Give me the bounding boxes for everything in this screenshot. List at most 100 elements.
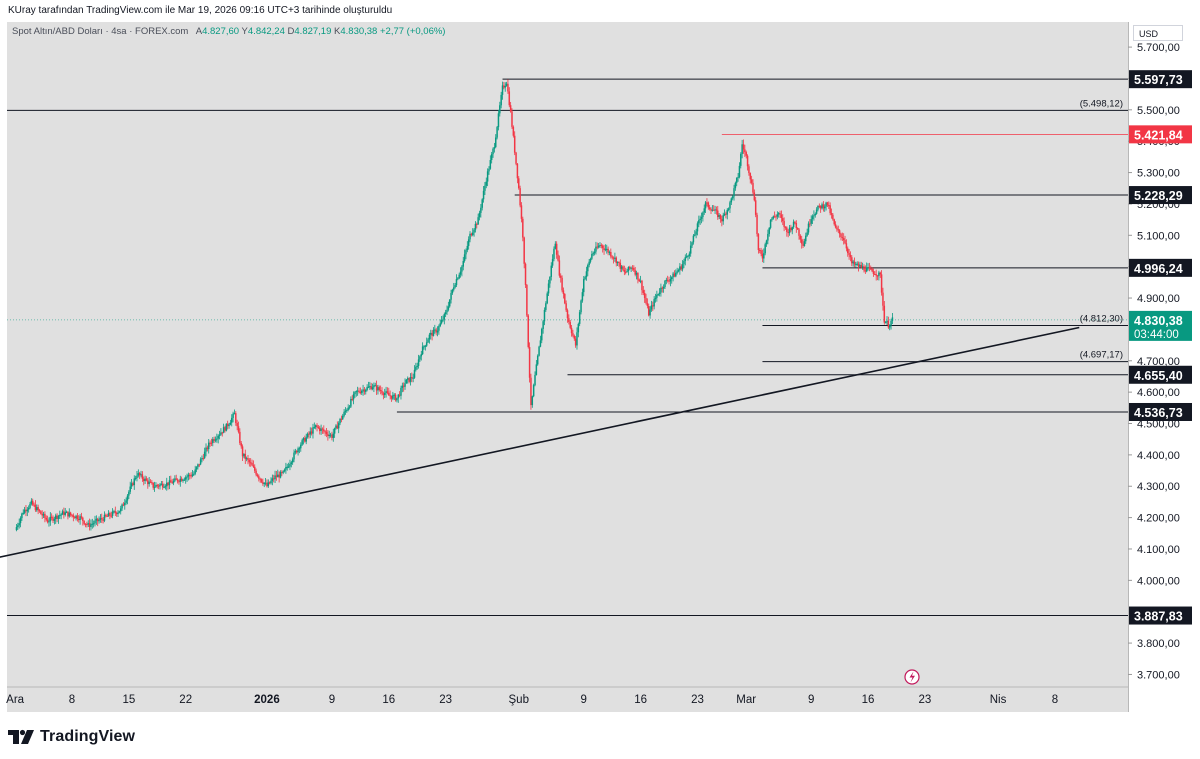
candle-body <box>834 224 837 228</box>
price-axis-level-tag <box>1129 258 1192 277</box>
candle-body <box>195 467 198 470</box>
candle-body <box>67 511 69 517</box>
candle-body <box>735 177 738 183</box>
candle-body <box>884 322 887 324</box>
candle-body <box>439 323 441 327</box>
candle-body <box>351 398 353 400</box>
candle-body <box>733 188 735 197</box>
candle-body <box>788 227 791 234</box>
candle-body <box>82 517 84 522</box>
candle-body <box>383 393 386 395</box>
candle-body <box>779 213 781 215</box>
candle-body <box>777 213 780 215</box>
candle-body <box>847 248 849 254</box>
candle-body <box>754 200 757 215</box>
candle-body <box>742 144 745 150</box>
candle-body <box>63 511 65 515</box>
candle-body <box>117 512 119 515</box>
candle-body <box>546 293 548 304</box>
candle-body <box>350 398 352 407</box>
candle-body <box>187 474 190 477</box>
candle-body <box>212 439 214 443</box>
x-tick-label: Ara <box>6 694 25 706</box>
candle-body <box>476 223 478 225</box>
candle-body <box>446 309 448 313</box>
candle-body <box>314 425 317 428</box>
candle-body <box>771 218 773 220</box>
candle-body <box>493 147 496 149</box>
candle-body <box>627 267 630 272</box>
change-value: +2,77 (+0,06%) <box>379 26 446 37</box>
candle-body <box>122 504 125 506</box>
candle-body <box>604 249 607 251</box>
candle-body <box>130 483 133 487</box>
y-tick-label: 3.800,00 <box>1137 638 1180 650</box>
candle-body <box>277 474 279 477</box>
candle-body <box>694 234 696 236</box>
candle-body <box>57 515 60 519</box>
plot-area[interactable] <box>7 22 1128 712</box>
candle-body <box>715 209 718 211</box>
candle-body <box>333 428 336 434</box>
candle-body <box>542 321 544 329</box>
candle-body <box>444 312 447 315</box>
candle-body <box>126 495 129 501</box>
candle-body <box>224 427 226 431</box>
price-axis-level-label: 3.887,83 <box>1134 610 1183 624</box>
candle-body <box>147 480 149 485</box>
candle-body <box>566 310 569 319</box>
candle-body <box>244 453 247 460</box>
open-label: A <box>195 26 203 37</box>
y-tick-label: 4.700,00 <box>1137 356 1180 368</box>
y-tick-label: 4.500,00 <box>1137 419 1180 431</box>
candle-body <box>574 338 577 346</box>
candle-body <box>868 267 871 269</box>
candle-body <box>71 514 73 516</box>
candle-body <box>592 253 594 255</box>
candle-body <box>106 515 108 517</box>
candle-body <box>152 483 154 488</box>
candle-body <box>825 202 827 207</box>
candle-body <box>297 448 299 453</box>
y-tick-label: 3.700,00 <box>1137 669 1180 681</box>
candle-body <box>34 504 37 511</box>
candle-body <box>837 229 840 231</box>
candle-body <box>230 417 233 423</box>
candle-body <box>870 268 872 270</box>
level-value-label: (4.812,30) <box>1080 314 1123 325</box>
candle-body <box>102 519 104 521</box>
close-label: K <box>334 26 341 37</box>
candle-body <box>356 390 359 392</box>
candle-body <box>19 518 22 524</box>
candle-body <box>243 453 245 457</box>
candle-body <box>255 470 257 475</box>
candle-body <box>637 272 639 280</box>
candle-body <box>21 513 23 519</box>
candle-body <box>166 482 168 487</box>
candle-body <box>457 278 459 280</box>
candle-body <box>585 271 588 278</box>
tradingview-logo[interactable]: TradingView <box>8 728 135 746</box>
candle-body <box>685 256 688 258</box>
y-tick-label: 4.300,00 <box>1137 481 1180 493</box>
candle-body <box>807 223 810 233</box>
candle-body <box>738 165 741 177</box>
candle-body <box>471 232 474 236</box>
candle-body <box>254 466 256 471</box>
candle-body <box>435 329 437 333</box>
trendline[interactable] <box>0 326 1080 563</box>
candle-body <box>886 320 888 323</box>
candle-body <box>553 248 555 260</box>
candle-body <box>327 434 329 436</box>
candle-body <box>806 232 808 236</box>
candle-body <box>281 472 283 474</box>
candle-body <box>562 290 565 295</box>
candle-body <box>105 514 107 516</box>
candle-body <box>388 392 390 396</box>
symbol-title[interactable]: Spot Altın/ABD Doları · 4sa · FOREX.com <box>12 26 189 37</box>
candle-body <box>823 206 826 209</box>
currency-selector[interactable]: USD <box>1133 25 1183 41</box>
candle-body <box>124 502 126 506</box>
candle-body <box>409 377 412 382</box>
